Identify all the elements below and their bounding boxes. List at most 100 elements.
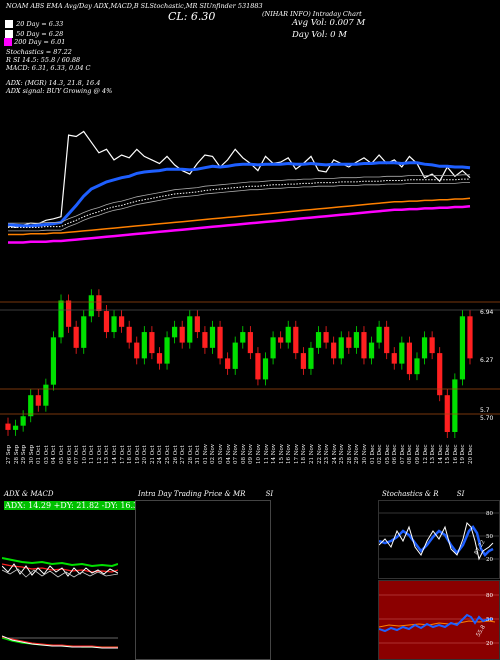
candle-body <box>126 326 132 343</box>
x-tick-label: 25 Oct <box>165 445 172 464</box>
adx-red-line <box>2 563 118 573</box>
x-tick-label: 09 Dec <box>414 444 421 465</box>
candle-body <box>202 332 208 348</box>
candle-body <box>232 342 238 369</box>
x-tick-label: 31 Oct <box>195 445 202 464</box>
x-tick-label: 21 Nov <box>308 444 315 464</box>
x-tick-label: 26 Oct <box>172 445 179 464</box>
candle-body <box>81 316 87 348</box>
ema20-swatch <box>4 19 14 29</box>
stoch-bottom-tick-50: 50 <box>486 617 493 623</box>
x-tick-label: 15 Dec <box>445 444 452 465</box>
x-tick-label: 18 Nov <box>301 444 308 464</box>
stoch-panel-top: 80 50 20 87.22 <box>378 500 500 579</box>
x-tick-label: 17 Oct <box>119 445 126 464</box>
stoch-top-tick-80: 80 <box>486 511 493 517</box>
candle-body <box>293 326 299 354</box>
intraday-panel <box>135 500 271 660</box>
candle-body <box>331 342 337 359</box>
ema200-legend: 200 Day = 6.01 <box>4 38 65 46</box>
x-tick-label: 15 Nov <box>278 444 285 464</box>
macd-text: MACD: 6.31, 6.33, 0.04 C <box>6 64 91 72</box>
price-line <box>7 130 471 229</box>
candle-body <box>164 337 170 364</box>
candle-body <box>278 337 284 343</box>
candle-body <box>285 326 291 343</box>
ema50-text: 50 Day = 6.28 <box>16 30 64 38</box>
adx-white-line-2 <box>2 568 118 578</box>
candle-body <box>361 332 367 359</box>
avg-vol: Avg Vol: 0.007 M <box>292 18 366 28</box>
candle-body <box>368 342 375 359</box>
price-tick-3: 5.70 <box>480 415 494 422</box>
x-tick-label: 20 Oct <box>142 445 149 464</box>
candle-body <box>217 326 223 359</box>
signal-line: ADX signal: BUY Growing @ 4% <box>6 87 113 95</box>
ema200-line <box>8 205 471 244</box>
x-tick-label: 05 Dec <box>384 444 391 465</box>
candle-body <box>96 295 102 312</box>
stoch-line2: R SI 14.5: 55.8 / 60.88 <box>6 56 81 64</box>
price-tick-1: 6.27 <box>480 357 494 364</box>
x-tick-label: 16 Dec <box>452 444 459 465</box>
stoch-panel-title: Stochastics & R SI <box>382 490 464 498</box>
x-tick-label: 20 Dec <box>468 444 474 465</box>
day-vol: Day Vol: 0 M <box>292 30 347 40</box>
x-tick-label: 18 Oct <box>127 445 134 464</box>
adx-green-line <box>2 557 118 568</box>
candle-body <box>255 353 261 380</box>
x-tick-label: 22 Nov <box>316 444 323 464</box>
header-top-line: NOAM ABS EMA Avg/Day ADX,MACD,B SLStocha… <box>6 2 263 10</box>
stoch-bottom-chart: 80 50 20 55.8 <box>379 593 499 647</box>
ema-blue-line <box>7 161 471 228</box>
ema-white-line <box>8 178 470 228</box>
x-tick-label: 06 Dec <box>392 444 399 465</box>
x-tick-label: 09 Nov <box>248 444 255 464</box>
candle-body <box>391 353 397 364</box>
intraday-title-text: Intra Day Trading Price & MR <box>138 490 246 498</box>
candle-body <box>300 353 306 369</box>
x-tick-label: 07 Dec <box>399 444 406 465</box>
price-axis-layer: 6.94 6.27 5.75.70 <box>0 301 500 422</box>
intraday-panel-title: Intra Day Trading Price & MR SI <box>138 490 273 498</box>
candle-body <box>437 353 443 396</box>
x-tick-label: 10 Nov <box>255 444 262 464</box>
adx-white-line <box>2 563 118 577</box>
rsi-blue-line <box>379 613 493 633</box>
stoch-top-tick-50: 50 <box>486 534 493 540</box>
adx-chart <box>2 557 118 649</box>
envelope-line-0 <box>8 174 470 224</box>
x-tick-label: 02 Dec <box>377 444 384 465</box>
x-tick-label: 27 Sep <box>6 444 12 464</box>
candle-body <box>399 342 405 364</box>
candle-body <box>225 358 231 369</box>
candle-body <box>65 300 72 327</box>
candle-layer <box>5 289 473 438</box>
candle-body <box>50 337 57 385</box>
candle-body <box>179 326 185 343</box>
x-tick-label: 13 Dec <box>430 444 437 465</box>
stoch-title-text: Stochastics & R <box>382 490 439 498</box>
x-tick-label: 04 Nov <box>225 444 232 464</box>
x-tick-label: 11 Oct <box>89 445 96 464</box>
x-tick-label: 08 Nov <box>240 444 247 464</box>
stoch-title-suffix: SI <box>456 490 465 498</box>
x-tick-label: 17 Nov <box>293 444 300 464</box>
x-tick-label: 30 Sep <box>28 444 35 464</box>
x-tick-label: 06 Oct <box>66 445 73 464</box>
stoch-bottom-tick-80: 80 <box>486 593 493 599</box>
ema20-text: 20 Day = 6.33 <box>16 20 64 28</box>
candle-body <box>187 316 193 343</box>
candle-body <box>406 342 413 375</box>
candle-body <box>88 295 94 317</box>
price-tick-0: 6.94 <box>480 309 494 316</box>
candle-body <box>421 337 428 359</box>
x-tick-label: 25 Nov <box>339 444 346 464</box>
candle-body <box>119 316 125 327</box>
x-tick-label: 19 Dec <box>460 444 467 465</box>
x-tick-label: 24 Nov <box>331 444 338 464</box>
adx-panel-title: ADX & MACD <box>4 490 54 498</box>
x-tick-label: 11 Nov <box>263 444 270 464</box>
candle-body <box>376 326 382 343</box>
x-tick-label: 01 Oct <box>36 445 43 464</box>
